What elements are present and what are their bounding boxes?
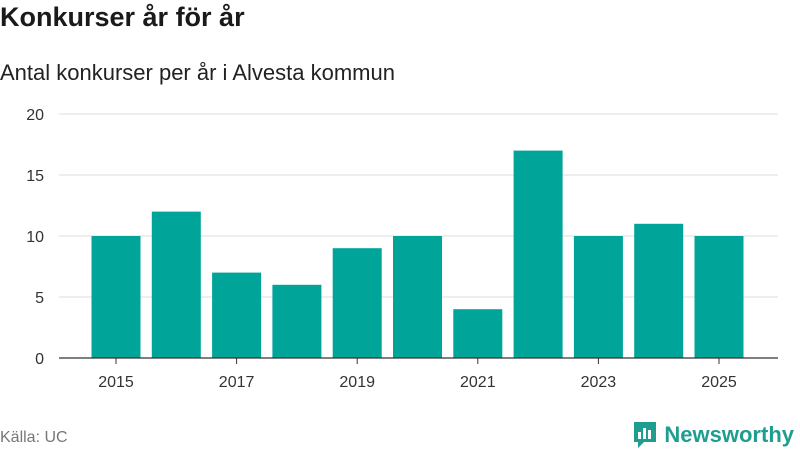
bar: [151, 211, 201, 358]
bar: [573, 236, 623, 358]
x-tick-label: 2021: [460, 374, 496, 391]
x-tick-label: 2023: [581, 374, 617, 391]
source-note: Källa: UC: [0, 429, 68, 446]
bar: [634, 223, 684, 358]
bar: [332, 248, 382, 358]
bar: [272, 284, 322, 358]
bar: [694, 236, 744, 358]
y-tick-label: 0: [35, 351, 44, 368]
y-tick-label: 20: [26, 107, 44, 124]
y-tick-label: 15: [26, 168, 44, 185]
bar: [453, 309, 503, 358]
bar: [212, 272, 262, 358]
chart-subtitle: Antal konkurser per år i Alvesta kommun: [0, 60, 395, 85]
y-tick-label: 10: [26, 229, 44, 246]
bar: [91, 236, 141, 358]
brand-name: Newsworthy: [664, 422, 794, 447]
x-tick-label: 2019: [339, 374, 375, 391]
newsworthy-icon: [634, 422, 657, 448]
x-tick-label: 2025: [701, 374, 737, 391]
bars: [91, 150, 744, 358]
axes: 0 5 10 15 20 2015 2017 2019 2021 2023 2025: [26, 107, 778, 391]
bar: [513, 150, 563, 358]
y-tick-label: 5: [35, 290, 44, 307]
chart-title: Konkurser år för år: [0, 2, 245, 32]
bar-chart: 0 5 10 15 20 2015 2017 2019 2021 2023 2025: [26, 107, 778, 391]
brand-logo: Newsworthy: [632, 420, 794, 450]
bar: [393, 236, 442, 358]
x-tick-label: 2015: [98, 374, 134, 391]
x-tick-label: 2017: [219, 374, 255, 391]
